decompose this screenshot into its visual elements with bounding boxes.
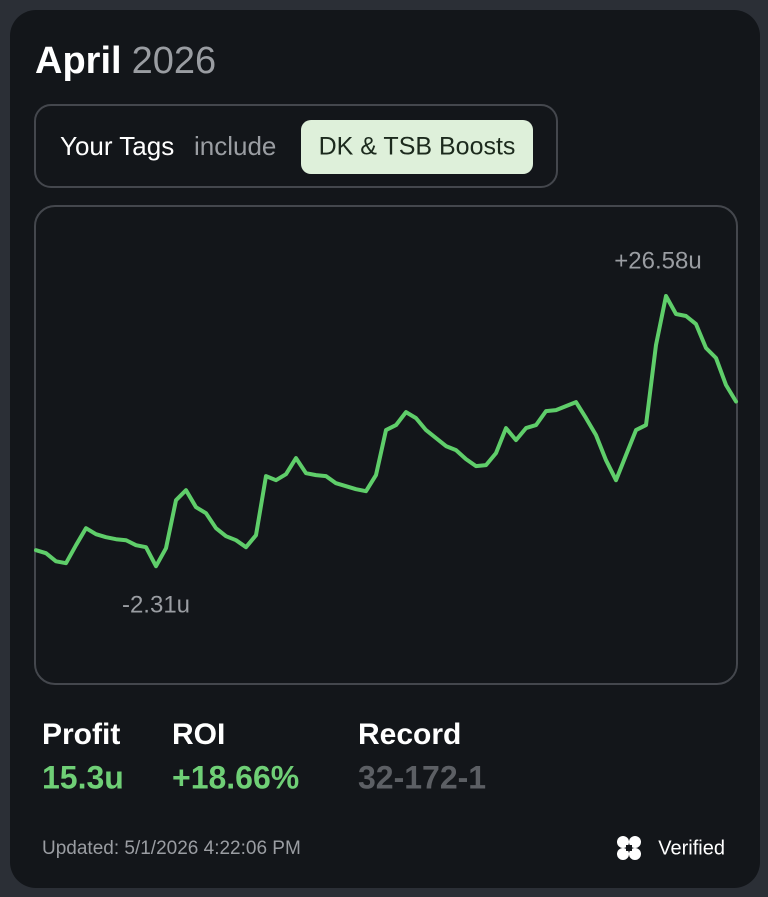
tag-text: DK & TSB Boosts bbox=[319, 133, 516, 161]
filter-operator: include bbox=[194, 131, 276, 161]
chart-frame bbox=[34, 205, 738, 685]
updated-text: Updated: 5/1/2026 4:22:06 PM bbox=[42, 838, 301, 859]
month: April bbox=[35, 40, 122, 82]
tag-pill[interactable] bbox=[301, 120, 533, 174]
stat-label: Record bbox=[358, 718, 461, 751]
verified-text: Verified bbox=[658, 837, 725, 859]
filter-box[interactable] bbox=[34, 104, 558, 188]
stat-label: ROI bbox=[172, 718, 225, 751]
stat-value: +18.66% bbox=[172, 759, 299, 795]
stat-label: Profit bbox=[42, 718, 120, 751]
card bbox=[10, 10, 760, 888]
profit-line bbox=[34, 294, 738, 569]
stats: Profit 15.3u ROI +18.66% Record 32-172-1 bbox=[42, 718, 486, 796]
stat-value: 15.3u bbox=[42, 759, 124, 795]
month-title: April 2026 bbox=[35, 40, 216, 82]
max-label: +26.58u bbox=[614, 247, 701, 274]
min-label: -2.31u bbox=[122, 592, 190, 619]
filter-label: Your Tags bbox=[60, 131, 174, 161]
verified-icon bbox=[617, 836, 641, 860]
plot: +26.58u -2.31u bbox=[34, 247, 738, 619]
stat-value: 32-172-1 bbox=[358, 759, 486, 795]
year: 2026 bbox=[132, 40, 217, 82]
